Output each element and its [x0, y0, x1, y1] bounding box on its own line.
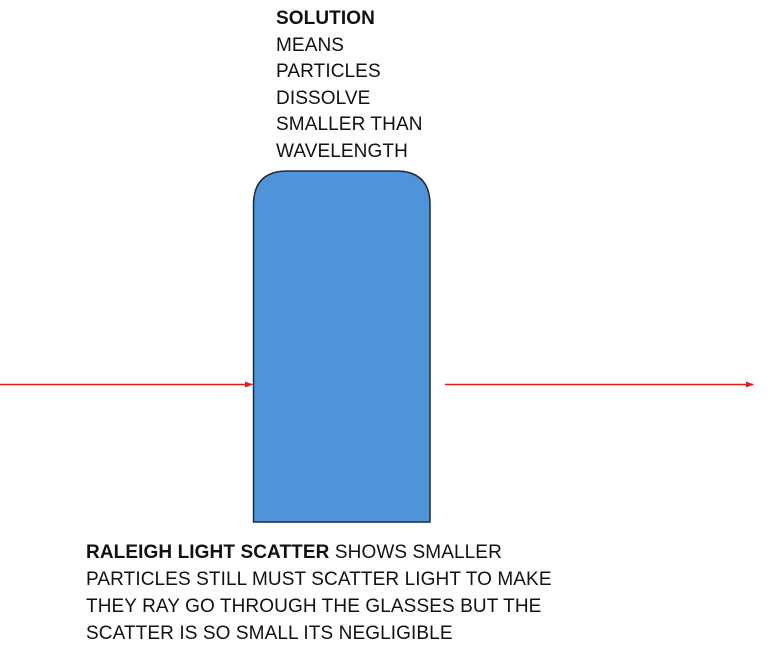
caption-title: RALEIGH LIGHT SCATTER	[86, 542, 330, 563]
solution-line-1: MEANS	[276, 34, 345, 56]
caption-line-1: RALEIGH LIGHT SCATTER SHOWS SMALLER	[86, 539, 566, 566]
solution-title: SOLUTION	[276, 8, 375, 29]
solution-line-2: PARTICLES	[276, 61, 381, 82]
caption-line-2: PARTICLES STILL MUST SCATTER LIGHT TO MA…	[86, 569, 552, 590]
solution-line-5: WAVELENGTH	[276, 140, 408, 162]
solution-container	[252, 170, 431, 523]
solution-label: SOLUTION MEANS PARTICLES DISSOLVE SMALLE…	[276, 6, 423, 165]
caption-line-3: THEY RAY GO THROUGH THE GLASSES BUT THE	[86, 596, 542, 617]
caption-line-1-rest: SHOWS SMALLER	[329, 542, 502, 563]
solution-line-4: SMALLER THAN	[276, 114, 423, 135]
rayleigh-caption: RALEIGH LIGHT SCATTER SHOWS SMALLER PART…	[86, 539, 566, 647]
solution-line-3: DISSOLVE	[276, 87, 371, 109]
caption-line-4: SCATTER IS SO SMALL ITS NEGLIGIBLE	[86, 623, 453, 644]
